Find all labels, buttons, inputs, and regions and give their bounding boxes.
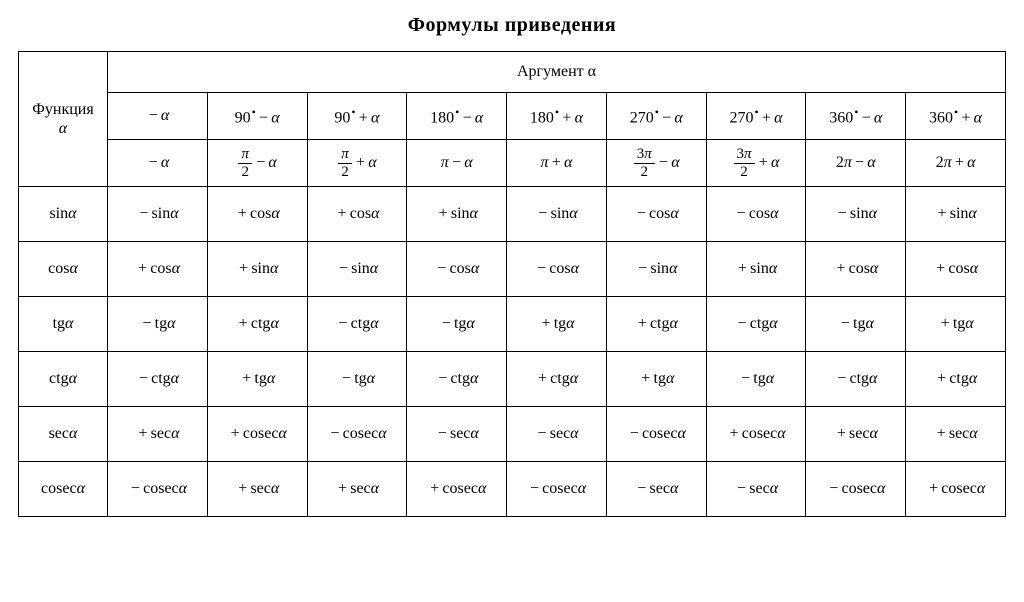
col-deg-6: 270• + α — [706, 93, 806, 140]
formula-cell: + secα — [806, 407, 906, 462]
function-label: ctgα — [19, 352, 108, 407]
formula-cell: + cosecα — [207, 407, 307, 462]
formula-cell: − sinα — [108, 187, 208, 242]
formula-cell: − cosα — [507, 242, 607, 297]
col-deg-0: − α — [108, 93, 208, 140]
table-row: cosecα − cosecα + secα + secα + cosecα −… — [19, 462, 1006, 517]
formula-cell: − ctgα — [108, 352, 208, 407]
formula-cell: − sinα — [806, 187, 906, 242]
col-rad-2: π2 + α — [307, 140, 407, 187]
formula-cell: + tgα — [507, 297, 607, 352]
page-title: Формулы приведения — [0, 14, 1024, 37]
formula-cell: + ctgα — [606, 297, 706, 352]
formula-cell: − cosecα — [606, 407, 706, 462]
col-deg-4: 180• + α — [507, 93, 607, 140]
function-label: sinα — [19, 187, 108, 242]
function-header-line1: Функция — [32, 101, 93, 118]
col-rad-3: π − α — [407, 140, 507, 187]
formula-cell: − tgα — [706, 352, 806, 407]
formula-cell: + sinα — [407, 187, 507, 242]
formula-cell: + secα — [307, 462, 407, 517]
formula-cell: − cosα — [606, 187, 706, 242]
col-deg-1: 90• − α — [207, 93, 307, 140]
col-deg-7: 360• − α — [806, 93, 906, 140]
table-header: Функция α Аргумент α − α 90• − α 90• + α… — [19, 52, 1006, 187]
table-row: cosα + cosα + sinα − sinα − cosα − cosα … — [19, 242, 1006, 297]
table-row: secα + secα + cosecα − cosecα − secα − s… — [19, 407, 1006, 462]
col-deg-3: 180• − α — [407, 93, 507, 140]
function-label: cosecα — [19, 462, 108, 517]
formula-cell: − cosα — [407, 242, 507, 297]
table-row: ctgα − ctgα + tgα − tgα − ctgα + ctgα + … — [19, 352, 1006, 407]
col-rad-1: π2 − α — [207, 140, 307, 187]
formula-cell: + cosecα — [407, 462, 507, 517]
formula-cell: − ctgα — [407, 352, 507, 407]
col-rad-4: π + α — [507, 140, 607, 187]
formula-cell: − cosα — [706, 187, 806, 242]
formula-cell: − secα — [507, 407, 607, 462]
col-deg-5: 270• − α — [606, 93, 706, 140]
reduction-formulas-table: Функция α Аргумент α − α 90• − α 90• + α… — [18, 51, 1006, 517]
function-header-line2: α — [59, 120, 67, 137]
formula-cell: − secα — [706, 462, 806, 517]
formula-cell: − ctgα — [307, 297, 407, 352]
formula-cell: + secα — [207, 462, 307, 517]
degree-row: − α 90• − α 90• + α 180• − α 180• + α 27… — [19, 93, 1006, 140]
col-rad-8: 2π + α — [906, 140, 1006, 187]
table-row: tgα − tgα + ctgα − ctgα − tgα + tgα + ct… — [19, 297, 1006, 352]
col-rad-0: − α — [108, 140, 208, 187]
formula-cell: + cosecα — [706, 407, 806, 462]
formula-cell: − tgα — [407, 297, 507, 352]
formula-cell: + tgα — [906, 297, 1006, 352]
formula-cell: − cosecα — [108, 462, 208, 517]
col-deg-8: 360• + α — [906, 93, 1006, 140]
formula-cell: + tgα — [606, 352, 706, 407]
formula-cell: + secα — [906, 407, 1006, 462]
formula-cell: + cosα — [108, 242, 208, 297]
formula-cell: − secα — [606, 462, 706, 517]
formula-cell: + sinα — [906, 187, 1006, 242]
col-deg-2: 90• + α — [307, 93, 407, 140]
radian-row: − α π2 − α π2 + α π − α π + α 3π2 − α 3π… — [19, 140, 1006, 187]
function-label: cosα — [19, 242, 108, 297]
formula-cell: − ctgα — [806, 352, 906, 407]
formula-cell: − sinα — [307, 242, 407, 297]
formula-cell: − sinα — [507, 187, 607, 242]
function-label: tgα — [19, 297, 108, 352]
formula-cell: + cosα — [806, 242, 906, 297]
col-rad-7: 2π − α — [806, 140, 906, 187]
formula-cell: − ctgα — [706, 297, 806, 352]
formula-cell: + sinα — [706, 242, 806, 297]
col-rad-6: 3π2 + α — [706, 140, 806, 187]
formula-cell: + cosecα — [906, 462, 1006, 517]
formula-cell: + ctgα — [507, 352, 607, 407]
function-column-header: Функция α — [19, 52, 108, 187]
formula-cell: − tgα — [806, 297, 906, 352]
col-rad-5: 3π2 − α — [606, 140, 706, 187]
formula-cell: − sinα — [606, 242, 706, 297]
formula-cell: + cosα — [307, 187, 407, 242]
formula-cell: + ctgα — [207, 297, 307, 352]
formula-cell: + cosα — [207, 187, 307, 242]
formula-cell: + ctgα — [906, 352, 1006, 407]
formula-cell: + secα — [108, 407, 208, 462]
argument-header: Аргумент α — [108, 52, 1006, 93]
formula-cell: + tgα — [207, 352, 307, 407]
formula-cell: + cosα — [906, 242, 1006, 297]
table-row: sinα − sinα + cosα + cosα + sinα − sinα … — [19, 187, 1006, 242]
function-label: secα — [19, 407, 108, 462]
formula-cell: − cosecα — [507, 462, 607, 517]
formula-cell: − tgα — [307, 352, 407, 407]
formula-cell: − secα — [407, 407, 507, 462]
formula-cell: − cosecα — [307, 407, 407, 462]
formula-cell: + sinα — [207, 242, 307, 297]
formula-cell: − cosecα — [806, 462, 906, 517]
formula-cell: − tgα — [108, 297, 208, 352]
table-body: sinα − sinα + cosα + cosα + sinα − sinα … — [19, 187, 1006, 517]
